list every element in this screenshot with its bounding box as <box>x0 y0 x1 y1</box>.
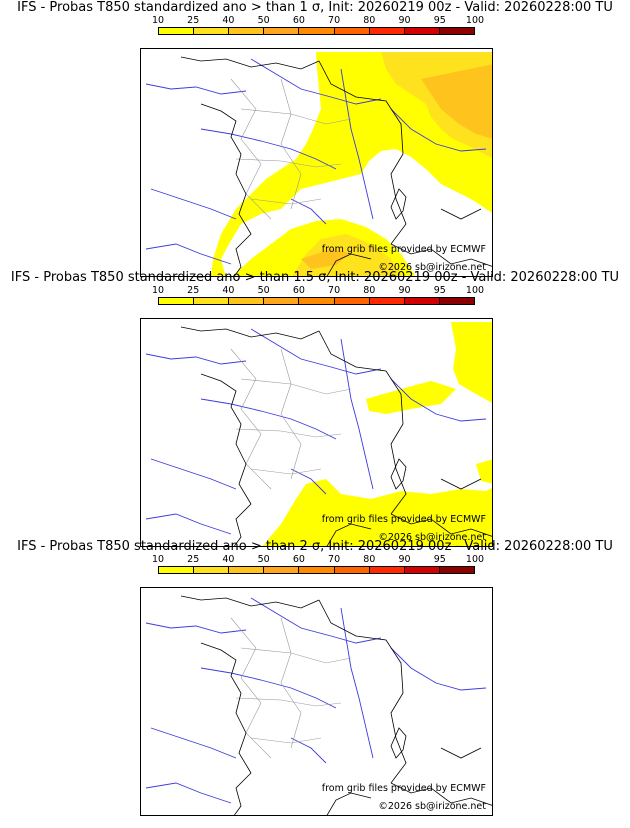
scale-label: 40 <box>222 15 235 26</box>
scale-segment <box>264 298 300 304</box>
coastlines-borders <box>180 56 492 276</box>
scale-segment <box>369 28 405 34</box>
probability-area-10-east <box>476 459 492 484</box>
probability-area-40-south <box>301 249 351 269</box>
panel-title: IFS - Probas T850 standardized ano > tha… <box>17 539 613 554</box>
map-credit-copyright: ©2026 sb@irizone.net <box>378 262 486 273</box>
scale-label: 95 <box>433 285 446 296</box>
scale-segment <box>404 567 440 573</box>
scale-segment <box>194 28 230 34</box>
admin-borders <box>230 617 352 759</box>
scale-label: 90 <box>398 15 411 26</box>
coastlines-borders <box>180 595 492 815</box>
probability-area-10-mid <box>366 381 456 414</box>
scale-segment <box>404 28 440 34</box>
scale-segment <box>229 298 265 304</box>
scale-label: 100 <box>465 285 485 296</box>
map-panel-1: IFS - Probas T850 standardized ano > tha… <box>0 0 630 277</box>
scale-segment <box>369 298 405 304</box>
scale-labels: 10 25 40 50 60 70 80 90 95 100 <box>152 554 484 566</box>
scale-label: 90 <box>398 554 411 565</box>
panel-title: IFS - Probas T850 standardized ano > tha… <box>17 0 613 15</box>
map-credit-copyright: ©2026 sb@irizone.net <box>378 801 486 812</box>
scale-label: 90 <box>398 285 411 296</box>
map-panel-2: IFS - Probas T850 standardized ano > tha… <box>0 270 630 547</box>
scale-segment <box>404 298 440 304</box>
scale-segment <box>299 28 335 34</box>
scale-label: 80 <box>363 285 376 296</box>
scale-segment <box>439 28 474 34</box>
scale-label: 25 <box>187 285 200 296</box>
rivers <box>145 58 487 265</box>
scale-segment <box>159 298 195 304</box>
map-svg <box>145 322 492 546</box>
map-credit-copyright: ©2026 sb@irizone.net <box>378 532 486 543</box>
color-scale-bar <box>158 27 475 35</box>
color-scale-bar <box>158 297 475 305</box>
scale-segment <box>159 567 195 573</box>
scale-label: 25 <box>187 15 200 26</box>
scale-segment <box>229 28 265 34</box>
scale-label: 100 <box>465 554 485 565</box>
scale-segment <box>159 28 195 34</box>
scale-label: 80 <box>363 554 376 565</box>
scale-label: 60 <box>292 285 305 296</box>
panel-title: IFS - Probas T850 standardized ano > tha… <box>10 270 620 285</box>
scale-segment <box>334 298 370 304</box>
map-panel-3: IFS - Probas T850 standardized ano > tha… <box>0 539 630 816</box>
scale-segment <box>299 567 335 573</box>
scale-label: 60 <box>292 15 305 26</box>
probability-areas <box>211 52 492 276</box>
scale-label: 100 <box>465 15 485 26</box>
scale-segment <box>369 567 405 573</box>
scale-label: 25 <box>187 554 200 565</box>
scale-label: 80 <box>363 15 376 26</box>
scale-segment <box>439 567 474 573</box>
probability-area-10-south <box>262 479 492 546</box>
admin-borders <box>230 78 352 220</box>
scale-segment <box>439 298 474 304</box>
scale-label: 50 <box>257 285 270 296</box>
scale-label: 95 <box>433 554 446 565</box>
scale-segment <box>194 567 230 573</box>
map-credit-source: from grib files provided by ECMWF <box>321 244 486 255</box>
map-credit-source: from grib files provided by ECMWF <box>321 514 486 525</box>
map-frame: from grib files provided by ECMWF ©2026 … <box>140 318 493 547</box>
scale-label: 70 <box>328 554 341 565</box>
rivers <box>145 328 487 535</box>
scale-segment <box>334 567 370 573</box>
scale-segment <box>264 567 300 573</box>
scale-segment <box>194 298 230 304</box>
map-svg <box>145 595 492 815</box>
scale-label: 10 <box>151 15 165 26</box>
rivers <box>145 597 487 804</box>
scale-label: 40 <box>222 285 235 296</box>
scale-label: 50 <box>257 15 270 26</box>
scale-label: 10 <box>151 554 165 565</box>
scale-label: 70 <box>328 285 341 296</box>
color-scale-bar <box>158 566 475 574</box>
map-svg <box>145 52 492 276</box>
scale-label: 10 <box>151 285 165 296</box>
scale-label: 40 <box>222 554 235 565</box>
scale-label: 95 <box>433 15 446 26</box>
probability-area-40 <box>421 64 492 139</box>
scale-segment <box>299 298 335 304</box>
scale-labels: 10 25 40 50 60 70 80 90 95 100 <box>152 285 484 297</box>
scale-labels: 10 25 40 50 60 70 80 90 95 100 <box>152 15 484 27</box>
admin-borders <box>230 348 352 490</box>
scale-segment <box>229 567 265 573</box>
scale-segment <box>334 28 370 34</box>
map-frame: from grib files provided by ECMWF ©2026 … <box>140 48 493 277</box>
map-frame: from grib files provided by ECMWF ©2026 … <box>140 587 493 816</box>
probability-areas <box>262 322 492 546</box>
scale-label: 60 <box>292 554 305 565</box>
map-credit-source: from grib files provided by ECMWF <box>321 783 486 794</box>
scale-label: 70 <box>328 15 341 26</box>
scale-segment <box>264 28 300 34</box>
scale-label: 50 <box>257 554 270 565</box>
probability-area-10 <box>451 322 492 403</box>
coastlines-borders <box>180 326 492 546</box>
probability-area-10 <box>211 52 492 276</box>
